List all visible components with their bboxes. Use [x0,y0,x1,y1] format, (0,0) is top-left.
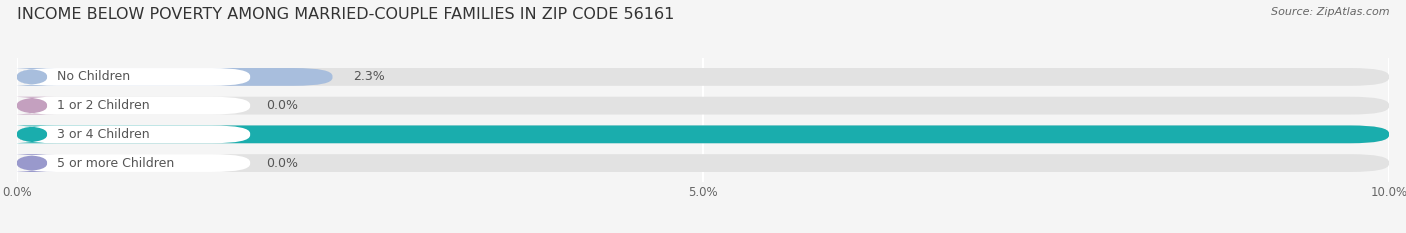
Text: No Children: No Children [56,70,129,83]
Text: 0.0%: 0.0% [267,157,298,170]
Text: 5 or more Children: 5 or more Children [56,157,174,170]
Text: Source: ZipAtlas.com: Source: ZipAtlas.com [1271,7,1389,17]
FancyBboxPatch shape [17,154,250,172]
FancyBboxPatch shape [8,97,55,115]
FancyBboxPatch shape [17,68,332,86]
FancyBboxPatch shape [17,125,1389,143]
FancyBboxPatch shape [17,125,250,143]
FancyBboxPatch shape [17,68,250,86]
FancyBboxPatch shape [17,68,1389,86]
FancyBboxPatch shape [8,154,55,172]
FancyBboxPatch shape [17,154,1389,172]
FancyBboxPatch shape [8,125,55,143]
FancyBboxPatch shape [17,125,1389,143]
Text: 3 or 4 Children: 3 or 4 Children [56,128,149,141]
Text: INCOME BELOW POVERTY AMONG MARRIED-COUPLE FAMILIES IN ZIP CODE 56161: INCOME BELOW POVERTY AMONG MARRIED-COUPL… [17,7,675,22]
FancyBboxPatch shape [17,97,1389,115]
FancyBboxPatch shape [8,68,55,86]
Text: 1 or 2 Children: 1 or 2 Children [56,99,149,112]
Text: 2.3%: 2.3% [353,70,385,83]
FancyBboxPatch shape [17,97,250,115]
Text: 0.0%: 0.0% [267,99,298,112]
